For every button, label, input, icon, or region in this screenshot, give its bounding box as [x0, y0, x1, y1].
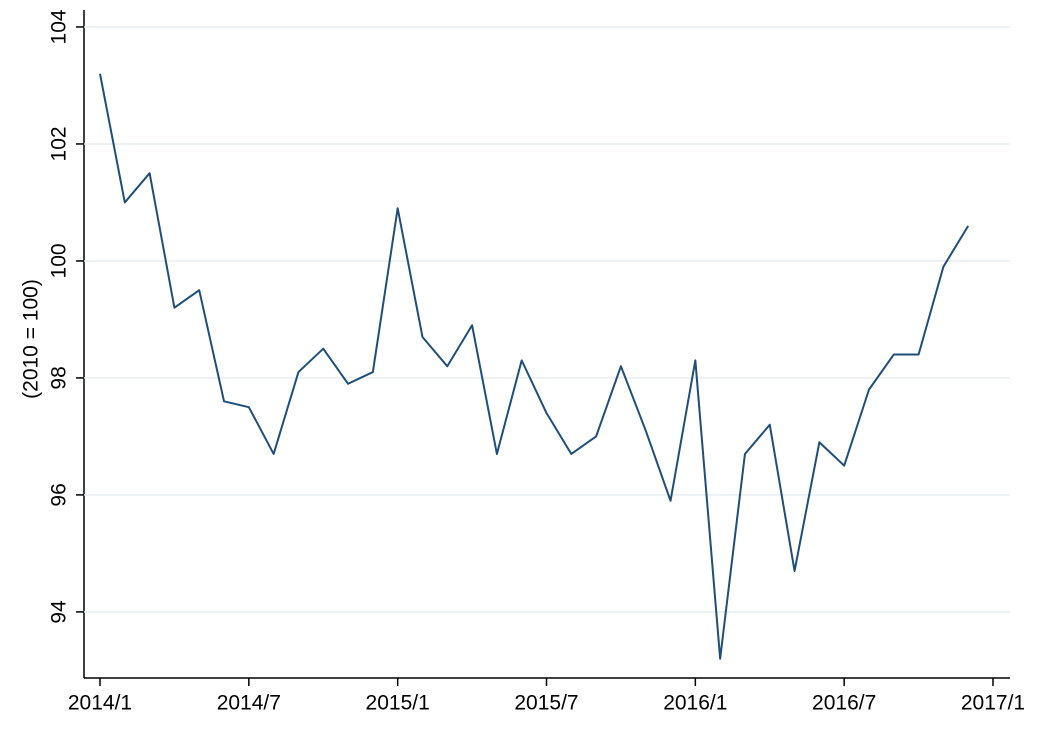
- x-tick-label: 2014/7: [217, 692, 281, 715]
- y-tick-label: 102: [48, 126, 71, 161]
- y-tick-label: 104: [48, 9, 71, 44]
- y-tick-label: 96: [48, 483, 71, 506]
- y-tick-label: 100: [48, 243, 71, 278]
- x-tick-label: 2016/7: [812, 692, 876, 715]
- x-tick-label: 2017/1: [961, 692, 1025, 715]
- y-axis-label: (2010 = 100): [20, 279, 43, 399]
- y-tick-label: 98: [48, 366, 71, 389]
- x-tick-label: 2015/7: [514, 692, 578, 715]
- y-tick-label: 94: [48, 600, 71, 624]
- x-tick-label: 2016/1: [663, 692, 727, 715]
- x-tick-label: 2014/1: [68, 692, 132, 715]
- x-tick-label: 2015/1: [366, 692, 430, 715]
- data-line: [99, 73, 970, 660]
